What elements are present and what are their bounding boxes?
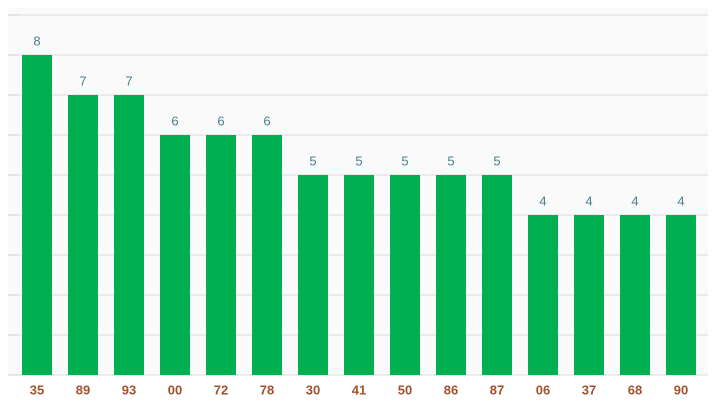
value-label: 7 [79,73,86,88]
x-tick-label: 90 [674,382,688,397]
value-label: 6 [263,113,270,128]
value-label: 4 [631,193,638,208]
bar [528,215,558,375]
x-tick-label: 72 [214,382,228,397]
x-tick-label: 89 [76,382,90,397]
value-label: 5 [401,153,408,168]
x-tick-label: 50 [398,382,412,397]
bar [68,95,98,375]
value-label: 8 [33,33,40,48]
value-label: 4 [585,193,592,208]
bar [482,175,512,375]
bar [620,215,650,375]
bar [298,175,328,375]
x-tick-label: 87 [490,382,504,397]
x-tick-label: 00 [168,382,182,397]
value-label: 7 [125,73,132,88]
value-label: 5 [309,153,316,168]
bar [574,215,604,375]
x-tick-label: 30 [306,382,320,397]
x-tick-label: 68 [628,382,642,397]
bar [206,135,236,375]
bar [22,55,52,375]
value-label: 6 [217,113,224,128]
bar [436,175,466,375]
bar [114,95,144,375]
bar [252,135,282,375]
x-tick-label: 86 [444,382,458,397]
x-tick-label: 06 [536,382,550,397]
bar [160,135,190,375]
value-label: 5 [447,153,454,168]
x-tick-label: 35 [30,382,44,397]
x-tick-label: 93 [122,382,136,397]
bar [666,215,696,375]
x-tick-label: 78 [260,382,274,397]
value-label: 5 [355,153,362,168]
bar [344,175,374,375]
bar [390,175,420,375]
value-label: 6 [171,113,178,128]
x-tick-label: 41 [352,382,366,397]
value-label: 4 [677,193,684,208]
value-label: 5 [493,153,500,168]
x-tick-label: 37 [582,382,596,397]
value-label: 4 [539,193,546,208]
